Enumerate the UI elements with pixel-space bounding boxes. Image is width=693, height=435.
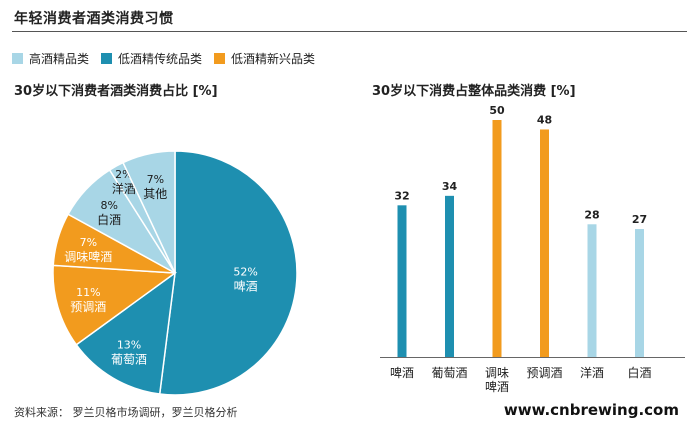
pie-category-label: 葡萄酒 bbox=[111, 353, 147, 367]
bar-category-label: 调味 bbox=[485, 366, 509, 380]
bar-category-label: 啤酒 bbox=[485, 379, 509, 394]
watermark: www.cnbrewing.com bbox=[503, 401, 679, 419]
pie-pct-label: 11% bbox=[76, 286, 100, 299]
bar-value-label: 32 bbox=[394, 189, 409, 202]
bar-value-label: 50 bbox=[489, 104, 505, 117]
bar-0 bbox=[397, 205, 407, 357]
pie-chart-title: 30岁以下消费者酒类消费占比 [%] bbox=[14, 84, 218, 99]
pie-pct-label: 7% bbox=[80, 236, 97, 249]
pie-category-label: 洋酒 bbox=[112, 181, 136, 196]
bar-3 bbox=[540, 129, 549, 357]
legend-label: 低酒精新兴品类 bbox=[231, 52, 316, 66]
legend-swatch bbox=[12, 53, 23, 64]
pie-slice-0 bbox=[158, 150, 298, 395]
bar-category-label: 洋酒 bbox=[580, 365, 604, 380]
bar-value-label: 48 bbox=[537, 113, 552, 126]
bar-chart-title: 30岁以下消费占整体品类消费 [%] bbox=[372, 84, 576, 99]
pie-slice-1 bbox=[75, 271, 176, 395]
legend-label: 高酒精品类 bbox=[29, 52, 90, 66]
pie-category-label: 调味啤酒 bbox=[64, 249, 112, 264]
bar-5 bbox=[635, 229, 644, 357]
chart-title: 年轻消费者酒类消费习惯 bbox=[14, 11, 174, 27]
legend-item-low-traditional: 低酒精传统品类 bbox=[101, 50, 202, 67]
legend-swatch bbox=[214, 53, 226, 64]
legend-swatch bbox=[101, 53, 113, 64]
pie-slice-6 bbox=[122, 150, 176, 274]
pie-category-label: 其他 bbox=[143, 187, 167, 201]
pie-category-label: 啤酒 bbox=[234, 278, 258, 293]
pie-pct-label: 7% bbox=[147, 173, 164, 186]
pie-pct-label: 52% bbox=[233, 265, 257, 278]
bar-2 bbox=[492, 120, 502, 357]
source-note: 资料来源： 罗兰贝格市场调研，罗兰贝格分析 bbox=[14, 406, 238, 419]
bar-category-label: 白酒 bbox=[627, 365, 651, 380]
bar-category-label: 预调酒 bbox=[526, 366, 562, 380]
pie-pct-label: 8% bbox=[100, 199, 117, 212]
bar-value-label: 27 bbox=[632, 213, 647, 226]
bar-4 bbox=[587, 224, 597, 357]
bar-1 bbox=[445, 195, 454, 357]
legend-item-high-alcohol: 高酒精品类 bbox=[12, 50, 89, 67]
legend-label: 低酒精传统品类 bbox=[118, 52, 203, 66]
title-divider bbox=[12, 31, 687, 32]
pie-category-label: 预调酒 bbox=[70, 300, 106, 314]
bar-value-label: 28 bbox=[584, 208, 599, 221]
pie-pct-label: 13% bbox=[117, 339, 141, 352]
legend-item-low-emerging: 低酒精新兴品类 bbox=[214, 50, 315, 67]
bar-value-label: 34 bbox=[442, 180, 458, 193]
bar-category-label: 葡萄酒 bbox=[431, 366, 467, 380]
legend: 高酒精品类 低酒精传统品类 低酒精新兴品类 bbox=[12, 50, 327, 67]
pie-slice-2 bbox=[52, 264, 178, 346]
pie-category-label: 白酒 bbox=[97, 212, 121, 227]
bar-category-label: 啤酒 bbox=[390, 365, 414, 380]
